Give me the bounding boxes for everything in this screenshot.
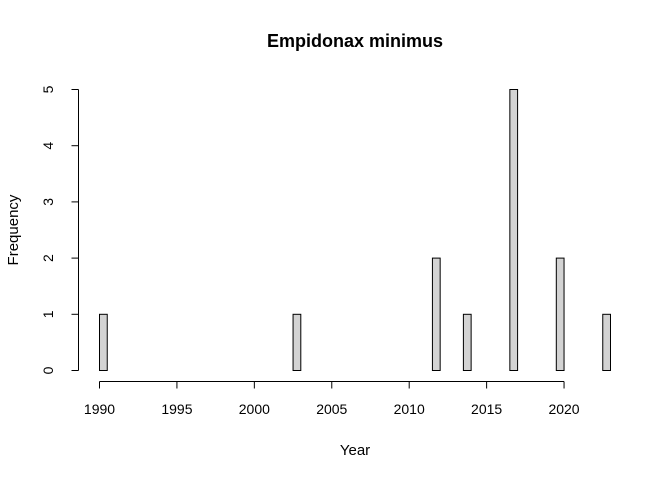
- x-tick-label: 1990: [84, 401, 115, 417]
- y-axis: 0 1 2 3 4 5: [40, 85, 79, 374]
- histogram-bar: [431, 257, 441, 372]
- x-tick-label: 2010: [394, 401, 425, 417]
- y-tick-label: 3: [40, 198, 56, 206]
- chart-title: Empidonax minimus: [267, 31, 443, 51]
- histogram-bar: [509, 89, 519, 371]
- y-tick-label: 2: [40, 254, 56, 262]
- histogram-bar: [462, 313, 472, 371]
- x-tick-label: 2005: [316, 401, 347, 417]
- y-axis-label: Frequency: [5, 194, 22, 265]
- histogram-bar: [99, 313, 108, 371]
- histogram-bar: [292, 313, 302, 371]
- x-axis-label: Year: [340, 442, 370, 459]
- histogram-bar: [602, 313, 611, 371]
- x-axis: 1990 1995 2000 2005 2010 2015 2020: [84, 381, 580, 417]
- y-tick-label: 5: [40, 85, 56, 93]
- x-tick-label: 1995: [161, 401, 192, 417]
- x-tick-label: 2015: [471, 401, 502, 417]
- bars-group: [99, 89, 611, 372]
- x-tick-label: 2000: [239, 401, 270, 417]
- y-tick-label: 4: [40, 142, 56, 150]
- y-tick-label: 0: [40, 366, 56, 374]
- x-tick-label: 2020: [548, 401, 579, 417]
- y-tick-label: 1: [40, 310, 56, 318]
- histogram-bar: [555, 257, 565, 372]
